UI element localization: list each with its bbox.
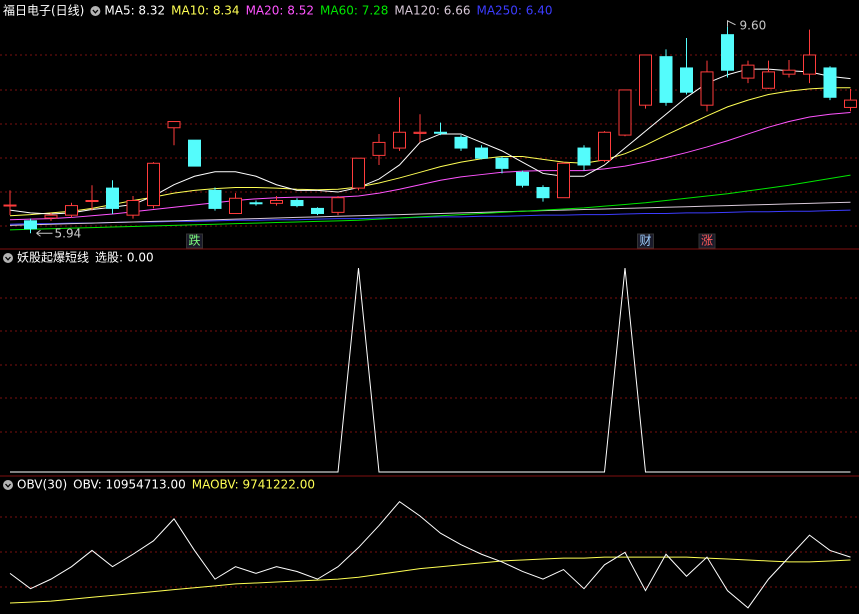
- panel-title: OBV(30): [17, 478, 67, 492]
- legend-entry: MA120: 6.66: [394, 4, 470, 18]
- candle-body: [249, 202, 263, 205]
- indicator-line: [9, 500, 851, 609]
- candle-body: [126, 200, 140, 216]
- signal-marker-box: [186, 233, 203, 249]
- candle-body: [24, 220, 37, 230]
- candle-body: [475, 147, 488, 159]
- candle-body: [721, 34, 734, 71]
- ma-line: [9, 201, 851, 226]
- signal-marker: 涨: [701, 233, 713, 248]
- signal-marker: 跌: [188, 233, 200, 248]
- candle-body: [639, 54, 652, 106]
- indicator-line: [9, 556, 851, 604]
- legend-entry: MA60: 7.28: [320, 4, 388, 18]
- candle-body: [3, 204, 17, 207]
- candle-body: [741, 64, 755, 79]
- ma-line: [9, 174, 851, 231]
- candle-body: [393, 131, 406, 149]
- panel-menu-icon: [3, 480, 13, 490]
- panel-title: 妖股起爆短线: [17, 251, 89, 265]
- candle-body: [44, 214, 58, 219]
- candle-body: [290, 200, 304, 207]
- candle-body: [680, 67, 693, 93]
- signal-marker-box: [698, 233, 716, 249]
- signal-marker-box: [637, 233, 654, 249]
- candle-body: [311, 207, 324, 214]
- candle-body: [352, 157, 365, 189]
- candle-body: [557, 162, 570, 199]
- ma-line: [9, 112, 851, 221]
- panel-value: 选股: 0.00: [95, 251, 154, 265]
- annotation-flag: [727, 19, 736, 27]
- candle-body: [208, 189, 222, 209]
- chart-title: 福日电子(日线): [3, 3, 84, 18]
- legend-entry: MA250: 6.40: [476, 4, 552, 18]
- candle-body: [844, 99, 857, 108]
- candle-body: [536, 187, 550, 199]
- candle-body: [659, 56, 673, 103]
- panel-menu-chevron: [5, 483, 11, 488]
- candle-body: [270, 200, 283, 204]
- candle-body: [85, 200, 99, 203]
- candle-body: [454, 136, 468, 149]
- candle-body: [598, 131, 611, 161]
- panel-menu-chevron: [5, 256, 11, 261]
- candle-body: [331, 197, 345, 213]
- candle-body: [372, 141, 386, 156]
- candle-body: [516, 171, 529, 186]
- candle-body: [782, 69, 796, 75]
- candle-body: [413, 131, 427, 134]
- candle-body: [495, 157, 509, 169]
- legend-entry: MA5: 8.32: [104, 4, 165, 18]
- candle-body: [618, 89, 632, 136]
- candle-body: [65, 205, 78, 216]
- candle-body: [823, 67, 837, 98]
- panel-menu-chevron: [92, 9, 99, 14]
- legend-entry: MA20: 8.52: [246, 4, 314, 18]
- annotation-arrow: [36, 229, 53, 237]
- candle-body: [762, 71, 775, 89]
- legend-entry: MAOBV: 9741222.00: [192, 478, 315, 492]
- signal-marker: 财: [639, 234, 651, 248]
- candle-body: [188, 139, 201, 167]
- candle-body: [147, 162, 160, 207]
- candle-body: [167, 121, 181, 129]
- candle-body: [434, 131, 447, 134]
- high-annotation: 9.60: [740, 18, 767, 32]
- legend-entry: MA10: 8.34: [171, 4, 239, 18]
- candle-body: [700, 71, 714, 106]
- panel-menu-icon: [3, 253, 13, 263]
- legend-entry: OBV: 10954713.00: [73, 478, 186, 492]
- panel-menu-icon: [90, 6, 101, 16]
- candle-body: [229, 197, 242, 214]
- candle-body: [106, 187, 119, 209]
- low-annotation: 5.94: [55, 227, 82, 241]
- candle-body: [803, 54, 816, 75]
- indicator-line: [10, 267, 851, 473]
- candle-body: [577, 147, 591, 166]
